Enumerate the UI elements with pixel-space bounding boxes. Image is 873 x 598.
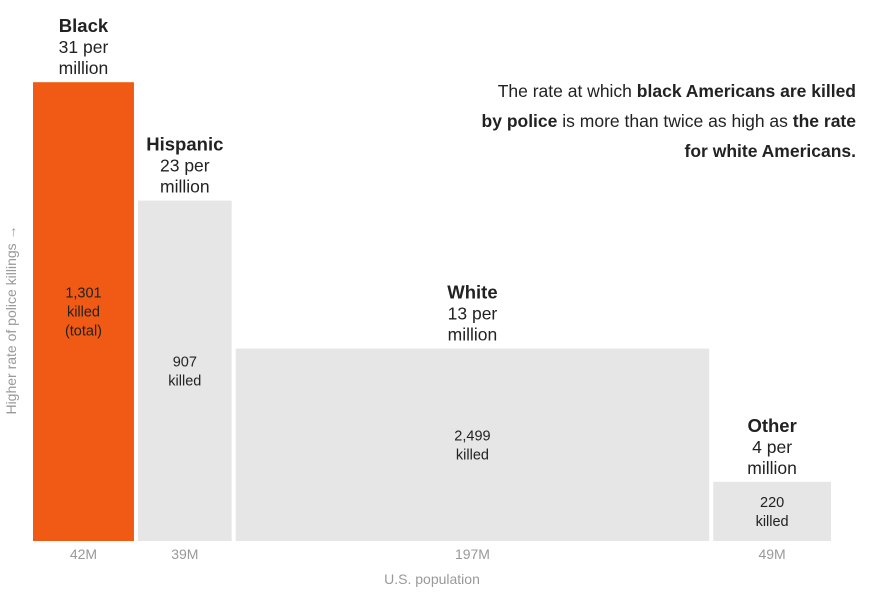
category-label-other: Other (747, 415, 796, 436)
killed-label-other: killed (756, 514, 789, 530)
annotation-part: is more than twice as high as (557, 111, 793, 131)
killed-label-white: killed (456, 447, 489, 463)
annotation-part-bold: black Americans are killed by police (481, 81, 856, 131)
bar-hispanic (137, 200, 232, 541)
annotation-part: The rate at which (497, 81, 637, 101)
category-label-hispanic: Hispanic (146, 134, 223, 155)
bar-other (713, 481, 831, 541)
category-label-black: Black (59, 15, 109, 36)
chart-annotation: The rate at which black Americans are ki… (476, 76, 856, 166)
killed-label-black: killed (67, 305, 100, 321)
bar-white (235, 348, 710, 541)
killed-label-black: (total) (65, 324, 102, 340)
population-label-other: 49M (758, 546, 785, 562)
category-label-white: White (447, 282, 497, 303)
rate-label-black: million (59, 58, 109, 78)
rate-label-white: 13 per (448, 304, 498, 324)
rate-label-white: million (448, 325, 498, 345)
rate-label-black: 31 per (59, 37, 109, 57)
rate-label-other: 4 per (752, 437, 792, 457)
rate-label-hispanic: million (160, 177, 210, 197)
population-label-hispanic: 39M (171, 546, 198, 562)
population-label-white: 197M (455, 546, 490, 562)
killed-label-white: 2,499 (454, 428, 490, 444)
killed-label-hispanic: killed (168, 373, 201, 389)
x-axis-title: U.S. population (384, 571, 480, 587)
annotation-part-bold: the rate for white Americans. (684, 111, 856, 161)
rate-label-hispanic: 23 per (160, 156, 210, 176)
population-label-black: 42M (70, 546, 97, 562)
bar-black (33, 82, 134, 541)
killed-label-black: 1,301 (65, 286, 101, 302)
y-axis-title: Higher rate of police killings → (3, 225, 19, 414)
killed-label-hispanic: 907 (173, 354, 197, 370)
rate-label-other: million (747, 458, 797, 478)
killed-label-other: 220 (760, 495, 784, 511)
